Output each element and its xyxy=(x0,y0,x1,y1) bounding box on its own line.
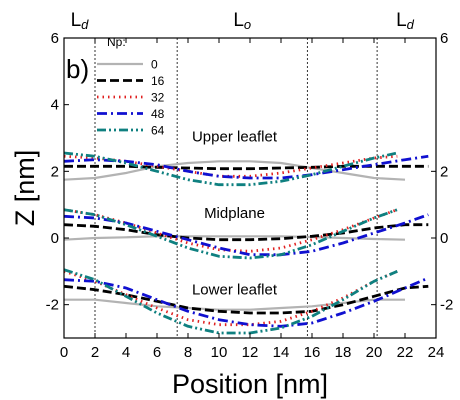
series-line-np-64 xyxy=(64,208,398,260)
phase-label: Lo xyxy=(233,10,251,32)
x-tick-label: 10 xyxy=(211,344,228,361)
x-tick-label: 18 xyxy=(335,344,352,361)
y-tick-label-left: 0 xyxy=(51,230,59,247)
x-tick-label: 24 xyxy=(428,344,445,361)
x-axis-label: Position [nm] xyxy=(172,369,328,399)
x-tick-label: 14 xyxy=(273,344,290,361)
x-tick-label: 20 xyxy=(366,344,383,361)
series-line-np-16 xyxy=(64,284,429,315)
x-tick-label: 6 xyxy=(153,344,161,361)
legend-label-np-64: 64 xyxy=(151,124,165,138)
legend-label-np-48: 48 xyxy=(151,107,165,121)
x-tick-label: 16 xyxy=(304,344,321,361)
legend-title: Np: xyxy=(107,35,126,49)
series-line-np-0 xyxy=(64,235,406,241)
series-line-np-48 xyxy=(64,213,429,257)
x-tick-label: 4 xyxy=(122,344,130,361)
x-tick-label: 22 xyxy=(397,344,414,361)
y-tick-label-left: 2 xyxy=(51,163,59,180)
y-tick-label-right: 6 xyxy=(440,30,448,47)
series-line-np-48 xyxy=(64,276,429,328)
series-line-np-16 xyxy=(64,164,429,171)
series-line-np-64 xyxy=(64,151,398,187)
y-tick-label-right: 2 xyxy=(440,163,448,180)
y-tick-label-left: 6 xyxy=(51,30,59,47)
region-annotation: Midplane xyxy=(204,205,265,222)
y-axis-label: Z [nm] xyxy=(10,150,40,227)
x-tick-label: 12 xyxy=(242,344,259,361)
legend-label-np-16: 16 xyxy=(151,74,165,88)
y-tick-label-right: -2 xyxy=(440,297,453,314)
series-line-np-64 xyxy=(64,268,398,335)
y-tick-label-right: 0 xyxy=(440,230,448,247)
series-line-np-16 xyxy=(64,223,429,242)
phase-label: Ld xyxy=(396,10,415,32)
phase-label: Ld xyxy=(71,10,90,32)
legend-label-np-0: 0 xyxy=(151,58,158,72)
series-line-np-32 xyxy=(64,154,398,178)
series-line-np-48 xyxy=(64,154,429,180)
legend: Np: 0 16 32 48 64 xyxy=(97,35,165,138)
series-line-np-32 xyxy=(64,208,398,253)
x-tick-label: 0 xyxy=(60,344,68,361)
panel-label: b) xyxy=(66,54,89,84)
x-tick-label: 8 xyxy=(184,344,192,361)
x-tick-label: 2 xyxy=(91,344,99,361)
y-tick-label-left: -2 xyxy=(46,297,59,314)
series-line-np-0 xyxy=(64,160,406,181)
y-tick-label-left: 4 xyxy=(51,97,59,114)
legend-label-np-32: 32 xyxy=(151,91,165,105)
region-annotation: Upper leaflet xyxy=(192,128,278,145)
region-annotation: Lower leaflet xyxy=(192,282,278,299)
